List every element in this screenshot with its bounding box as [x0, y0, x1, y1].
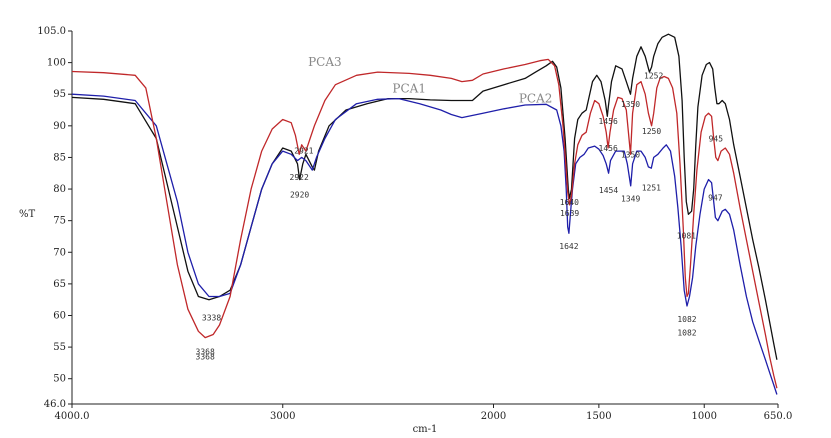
peak-label: 1456 [599, 144, 618, 153]
peak-label: 1252 [644, 71, 663, 80]
y-ticks: 105.0 100 95 90 85 80 75 70 65 60 55 50 46.0 [37, 26, 72, 410]
peak-label: 1456 [599, 117, 618, 126]
peak-label: 1350 [621, 150, 640, 159]
peak-label: 1454 [599, 186, 618, 195]
y-tick-label: 75 [53, 216, 66, 227]
x-tick-label: 650.0 [764, 411, 793, 422]
x-tick-label: 1500 [586, 411, 611, 422]
y-tick-label: 65 [53, 279, 66, 290]
peak-label: 1081 [677, 231, 696, 240]
series-line-pca2 [71, 93, 778, 395]
y-tick-label: 95 [53, 89, 66, 100]
series-lines [71, 33, 778, 395]
peak-label: 1350 [621, 100, 640, 109]
peak-label: 2922 [290, 173, 309, 182]
series-label-pca1: PCA1 [392, 81, 426, 95]
peak-label: 1640 [560, 198, 579, 207]
y-tick-label: 100 [47, 58, 66, 69]
y-tick-label: 80 [53, 184, 66, 195]
series-label-pca3: PCA3 [308, 55, 342, 69]
series-labels: PCA1 PCA2 PCA3 [308, 55, 552, 106]
peak-label: 2920 [290, 190, 309, 199]
peak-label: 3368 [196, 353, 215, 362]
peak-label: 1642 [559, 242, 578, 251]
x-tick-label: 3000 [270, 411, 295, 422]
x-tick-label: 4000.0 [55, 411, 90, 422]
peak-label: 1349 [621, 195, 640, 204]
peak-label: 3368 [196, 348, 215, 357]
peak-label: 1250 [642, 127, 661, 136]
peak-label: 2921 [294, 147, 313, 156]
chart-axes [71, 31, 778, 405]
peak-label: 3338 [202, 314, 221, 323]
peak-label: 1639 [560, 209, 579, 218]
x-axis-label: cm-1 [413, 424, 438, 435]
x-tick-label: 1000 [692, 411, 717, 422]
series-line-pca3 [71, 58, 778, 389]
y-tick-label: 46.0 [44, 399, 66, 410]
series-label-pca2: PCA2 [519, 91, 553, 105]
peak-label: 945 [709, 135, 724, 144]
y-tick-label: 60 [53, 310, 66, 321]
series-line-pca1 [71, 33, 778, 360]
peak-label: 1251 [642, 183, 661, 192]
y-tick-label: 105.0 [37, 26, 66, 37]
peak-label: 1082 [677, 315, 696, 324]
y-tick-label: 70 [53, 247, 66, 258]
y-tick-label: 85 [53, 152, 66, 163]
peak-label: 1082 [677, 329, 696, 338]
x-ticks: 4000.0 3000 2000 1500 1000 650.0 [55, 404, 793, 422]
y-tick-label: 90 [53, 121, 66, 132]
y-tick-label: 50 [53, 374, 66, 385]
y-tick-label: 55 [53, 342, 66, 353]
peak-label: 947 [708, 193, 723, 202]
x-tick-label: 2000 [481, 411, 506, 422]
y-axis-label: %T [19, 209, 36, 220]
